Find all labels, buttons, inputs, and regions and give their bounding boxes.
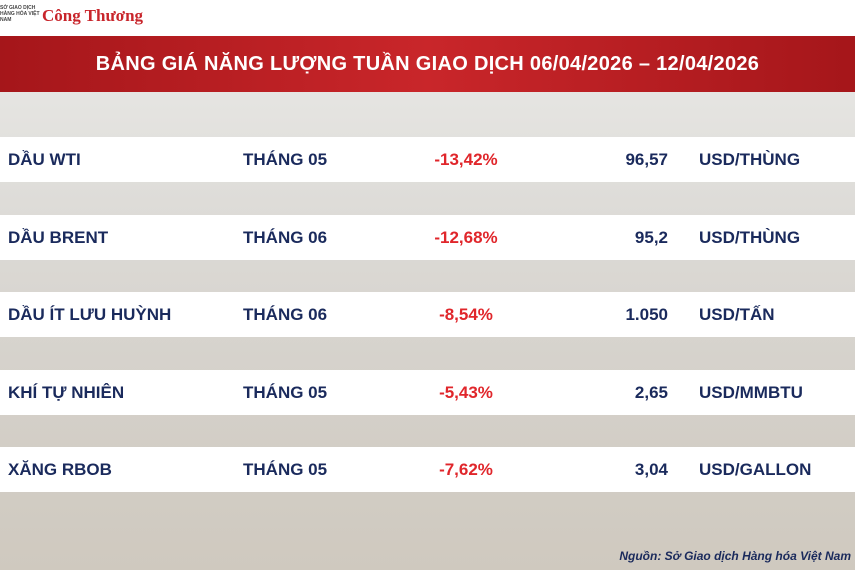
table-row: DẦU WTI THÁNG 05 -13,42% 96,57 USD/THÙNG [0,137,855,182]
contract-month: THÁNG 05 [243,460,328,479]
logo-org: SỞ GIAO DỊCH HÀNG HÓA VIỆT NAM [0,5,40,23]
table-row: DẦU BRENT THÁNG 06 -12,68% 95,2 USD/THÙNG [0,214,855,260]
change: -13,42% [434,150,498,169]
unit: USD/MMBTU [699,382,803,402]
commodity: DẦU BRENT [8,227,109,247]
top-bar: SỞ GIAO DỊCH HÀNG HÓA VIỆT NAM Công Thươ… [0,0,855,36]
unit: USD/THÙNG [699,227,801,247]
table-row: KHÍ TỰ NHIÊN THÁNG 05 -5,43% 2,65 USD/MMBTU [0,369,855,415]
table-row: XĂNG RBOB THÁNG 05 -7,62% 3,04 USD/GALLON [0,447,855,492]
commodity: XĂNG RBOB [8,460,112,479]
price: 96,57 [625,150,668,169]
price: 3,04 [634,460,668,479]
price: 95,2 [634,227,668,247]
unit: USD/GALLON [699,460,812,479]
source: Nguồn: Sở Giao dịch Hàng hóa Việt Nam [619,549,851,563]
contract-month: THÁNG 05 [243,150,328,169]
unit: USD/THÙNG [699,150,801,169]
contract-month: THÁNG 06 [243,227,328,247]
table-row: DẦU ÍT LƯU HUỲNH THÁNG 06 -8,54% 1.050 USD/T… [0,292,855,337]
change: -7,62% [439,460,493,479]
unit: USD/TẤN [699,305,775,324]
commodity: KHÍ TỰ NHIÊN [8,382,125,402]
logo-brand: Công Thương [42,6,144,25]
commodity: DẦU ÍT LƯU HUỲNH [8,305,172,324]
title: BẢNG GIÁ NĂNG LƯỢNG TUẦN GIAO DỊCH 06/04… [0,36,855,92]
change: -12,68% [434,227,498,247]
change: -8,54% [439,305,493,324]
change: -5,43% [439,382,493,402]
contract-month: THÁNG 05 [243,382,328,402]
price: 1.050 [625,305,668,324]
price: 2,65 [634,382,668,402]
contract-month: THÁNG 06 [243,305,328,324]
commodity: DẦU WTI [8,150,81,169]
